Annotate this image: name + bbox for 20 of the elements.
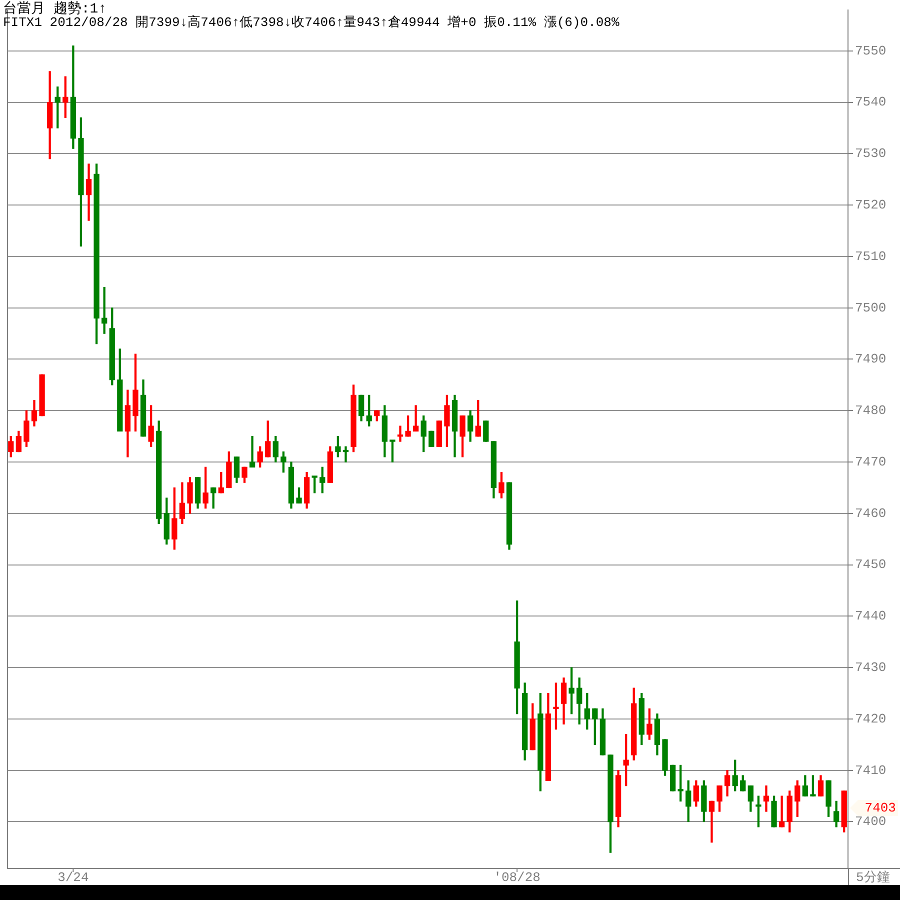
x-axis-title: 5分鐘 [856,870,890,885]
y-tick-label: 7530 [855,146,886,162]
x-tick-label: 3/24 [58,870,89,885]
y-tick-label: 7430 [855,660,886,676]
y-tick-label: 7450 [855,557,886,572]
y-tick-label: 7520 [855,198,886,213]
y-tick-label: 7480 [855,403,886,418]
y-tick-label: 7550 [855,43,886,58]
y-tick-label: 7490 [855,352,886,367]
x-tick-label: '08/28 [494,870,540,885]
y-tick-label: 7400 [855,814,886,830]
y-tick-label: 7470 [855,454,886,470]
text: 7403 [864,800,896,816]
y-tick-label: 7420 [855,711,886,726]
y-tick-label: 7460 [855,506,886,521]
y-tick-label: 7500 [855,300,886,316]
y-tick-label: 7510 [855,248,886,264]
y-tick-label: 7410 [855,762,886,778]
y-tick-label: 7540 [855,94,886,110]
y-tick-label: 7440 [855,608,886,624]
